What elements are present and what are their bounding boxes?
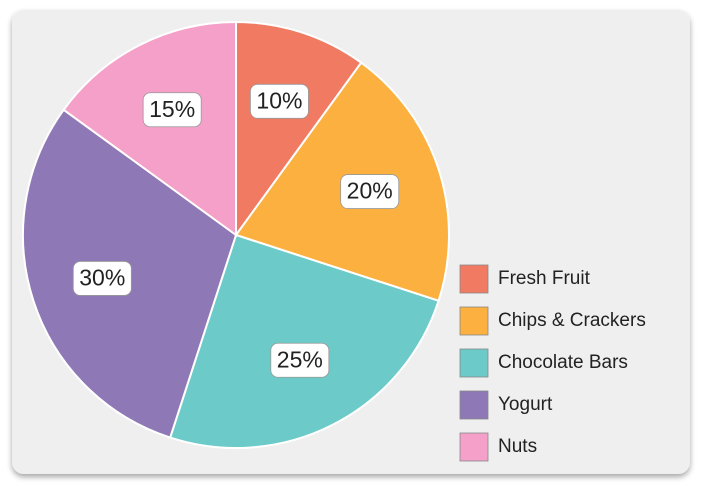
data-label-box: [72, 261, 132, 296]
pie-slice: [62, 20, 237, 237]
legend-swatch: [459, 264, 489, 294]
legend-swatch: [459, 348, 489, 378]
data-label-group: 25%: [270, 342, 330, 378]
data-label: 15%: [149, 96, 195, 122]
legend-label: Chips & Crackers: [498, 310, 646, 331]
legend-label: Nuts: [498, 436, 537, 457]
legend-swatch: [459, 390, 489, 420]
data-label-box: [142, 92, 202, 128]
data-label: 10%: [256, 87, 302, 113]
data-label-group: 15%: [142, 92, 202, 128]
data-label-group: 30%: [72, 261, 132, 296]
data-label-group: 20%: [340, 174, 400, 209]
legend-label: Yogurt: [498, 394, 553, 415]
legend-swatch: [459, 306, 489, 336]
legend-swatch: [459, 432, 489, 462]
data-label-box: [250, 83, 309, 119]
pie: [22, 20, 450, 449]
legend: Fresh Fruit Chips & Crackers Chocolate Bar…: [459, 264, 646, 462]
data-label: 25%: [277, 346, 323, 372]
data-label-group: 10%: [250, 83, 309, 119]
pie-labels: 10% 20% 25% 30% 15%: [72, 83, 400, 378]
pie-slice: [235, 20, 363, 239]
data-label-box: [340, 174, 400, 209]
data-label: 30%: [79, 265, 125, 291]
data-label: 20%: [347, 178, 393, 204]
data-label-box: [270, 342, 330, 378]
pie-slice: [168, 233, 440, 449]
legend-label: Fresh Fruit: [498, 268, 591, 289]
legend-label: Chocolate Bars: [498, 352, 628, 373]
